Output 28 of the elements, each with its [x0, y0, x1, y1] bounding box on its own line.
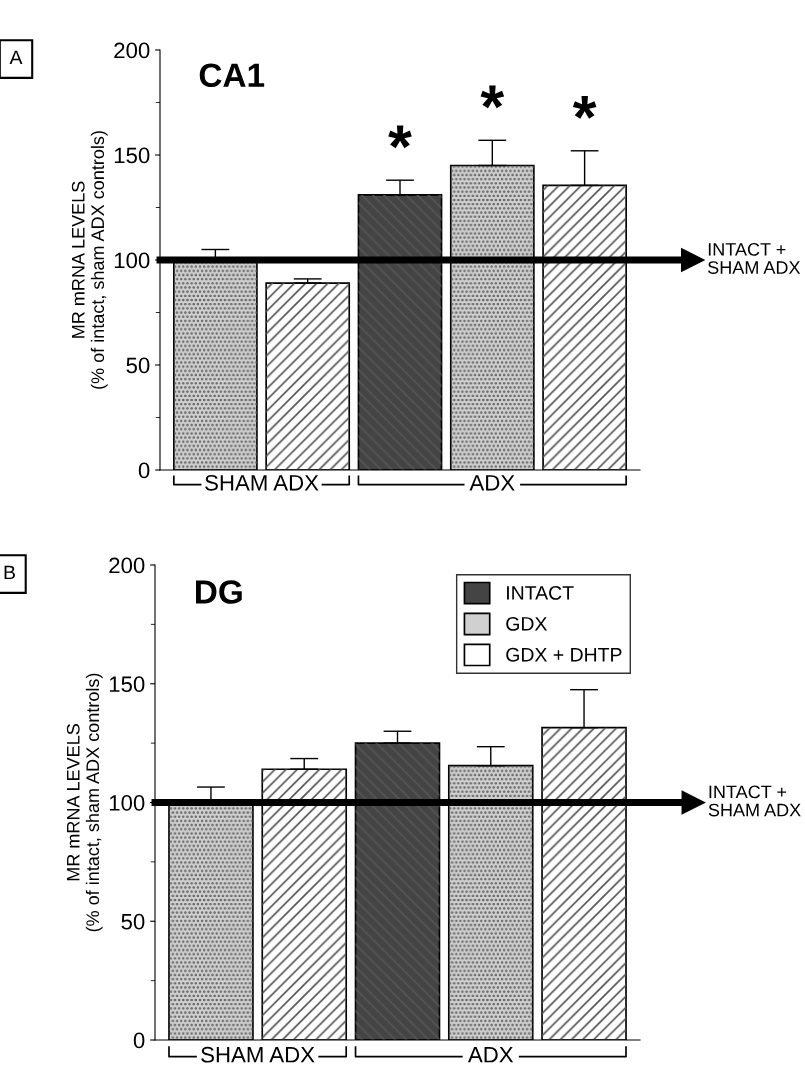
y-tick-label: 150: [114, 147, 150, 164]
text: A: [9, 50, 23, 65]
y-axis-title: MR mRNA LEVELS (% of intact, sham ADX controls): [71, 131, 108, 389]
legend-label: GDX + DHTP: [506, 647, 622, 662]
y-tick-label: 150: [109, 676, 145, 693]
ref-line-label: INTACT + SHAM ADX: [708, 242, 801, 274]
y-tick-label: 50: [126, 357, 150, 374]
text: ADX: [467, 1047, 514, 1063]
text: SHAM ADX: [201, 1046, 315, 1063]
y-tick-label: 200: [114, 42, 150, 59]
data-label: *: [480, 85, 505, 109]
y-tick-label: 100: [109, 795, 145, 811]
text: B: [4, 565, 15, 580]
ref-line-label: INTACT + SHAM ADX: [708, 785, 801, 817]
text: SHAM ADX: [205, 474, 319, 491]
chart-title: DG: [196, 580, 242, 604]
legend-label: INTACT: [507, 586, 574, 600]
y-tick-label: 0: [138, 462, 150, 479]
y-tick-label: 0: [133, 1032, 145, 1049]
text: ADX: [469, 475, 515, 491]
legend-label: GDX: [506, 616, 547, 631]
chart-title: CA1: [199, 63, 265, 88]
y-tick-label: 200: [109, 557, 145, 574]
data-label: *: [388, 125, 412, 149]
y-axis-title: MR mRNA LEVELS (% of intact, sham ADX controls): [66, 673, 103, 932]
data-label: *: [572, 96, 597, 119]
y-tick-label: 50: [121, 913, 145, 930]
y-tick-label: 100: [114, 252, 150, 269]
